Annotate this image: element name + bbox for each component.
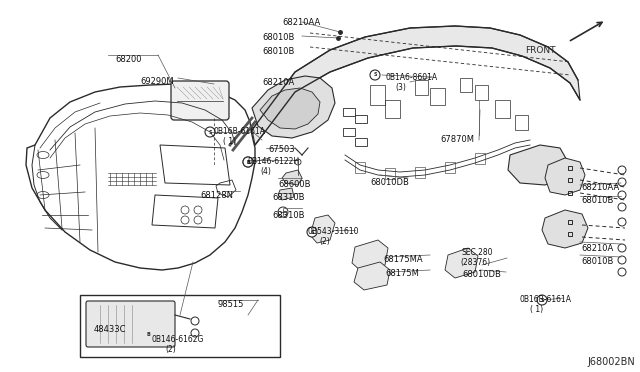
- Text: 0B543-31610: 0B543-31610: [308, 227, 360, 236]
- Polygon shape: [352, 240, 388, 272]
- Text: 0B146-6122H: 0B146-6122H: [248, 157, 300, 166]
- Text: 68210A: 68210A: [262, 78, 294, 87]
- Text: J68002BN: J68002BN: [588, 357, 635, 367]
- Text: 68210AA: 68210AA: [282, 18, 320, 27]
- Polygon shape: [310, 215, 335, 243]
- Text: 68128N: 68128N: [200, 191, 233, 200]
- Text: 69290M: 69290M: [140, 77, 173, 86]
- FancyBboxPatch shape: [86, 301, 175, 347]
- Text: 68310B: 68310B: [272, 211, 305, 220]
- Text: ( 1): ( 1): [530, 305, 543, 314]
- Text: S: S: [373, 73, 377, 77]
- Circle shape: [143, 330, 153, 340]
- Text: 68010B: 68010B: [581, 196, 613, 205]
- Text: (3): (3): [395, 83, 406, 92]
- Circle shape: [537, 295, 547, 305]
- Polygon shape: [354, 262, 390, 290]
- Text: 98515: 98515: [218, 300, 244, 309]
- Polygon shape: [282, 170, 302, 185]
- Text: 68200: 68200: [115, 55, 141, 64]
- Text: (28376): (28376): [460, 258, 490, 267]
- Polygon shape: [278, 188, 294, 200]
- Text: 68175M: 68175M: [385, 269, 419, 278]
- Circle shape: [243, 157, 253, 167]
- Text: 68210AA: 68210AA: [581, 183, 620, 192]
- Polygon shape: [445, 248, 478, 278]
- FancyBboxPatch shape: [171, 81, 229, 120]
- Bar: [80, 295, 280, 357]
- Text: 0B16B-6161A: 0B16B-6161A: [519, 295, 571, 304]
- Text: 67870M: 67870M: [440, 135, 474, 144]
- Text: S: S: [208, 129, 212, 135]
- Text: SEC.280: SEC.280: [462, 248, 493, 257]
- Circle shape: [243, 157, 253, 167]
- Circle shape: [307, 227, 317, 237]
- Text: (2): (2): [319, 237, 330, 246]
- Polygon shape: [260, 88, 320, 129]
- Polygon shape: [545, 158, 585, 195]
- Text: 0B1A6-8601A: 0B1A6-8601A: [385, 73, 437, 82]
- Text: 68175MA: 68175MA: [383, 255, 422, 264]
- Text: 0B146-6162G: 0B146-6162G: [152, 335, 204, 344]
- Text: FRONT: FRONT: [525, 46, 556, 55]
- Polygon shape: [542, 210, 588, 248]
- Circle shape: [205, 127, 215, 137]
- Text: 48433C: 48433C: [94, 325, 127, 334]
- Text: 68010DB: 68010DB: [462, 270, 501, 279]
- Text: B: B: [246, 160, 250, 164]
- Text: B: B: [146, 333, 150, 337]
- Circle shape: [370, 70, 380, 80]
- Text: 68010B: 68010B: [262, 33, 294, 42]
- Polygon shape: [252, 26, 580, 145]
- Text: 0B16B-6161A: 0B16B-6161A: [214, 127, 266, 136]
- Text: (2): (2): [165, 345, 176, 354]
- Text: (4): (4): [260, 167, 271, 176]
- Text: S: S: [310, 230, 314, 234]
- Text: S: S: [540, 298, 544, 302]
- Text: 68310B: 68310B: [272, 193, 305, 202]
- Text: 68010DB: 68010DB: [370, 178, 409, 187]
- Text: 68600B: 68600B: [278, 180, 310, 189]
- Text: 68010B: 68010B: [581, 257, 613, 266]
- Polygon shape: [508, 145, 568, 185]
- Polygon shape: [252, 76, 335, 138]
- Text: ( 1): ( 1): [223, 137, 236, 146]
- Text: 68010B: 68010B: [262, 47, 294, 56]
- Text: B: B: [246, 160, 250, 164]
- Text: 67503: 67503: [268, 145, 294, 154]
- Text: 68210A: 68210A: [581, 244, 613, 253]
